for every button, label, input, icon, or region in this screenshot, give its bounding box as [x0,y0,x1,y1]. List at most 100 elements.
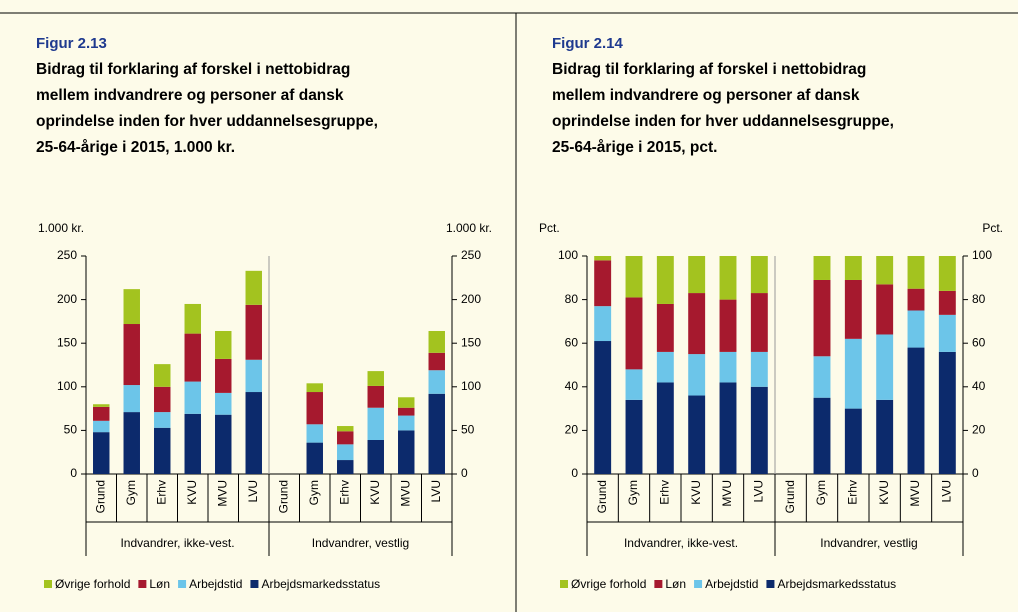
x-tick-label: Erhv [846,480,860,505]
x-tick-label: Grund [783,480,797,513]
x-tick-label: KVU [689,480,703,505]
bar-segment [123,324,140,386]
x-tick-label: KVU [877,480,891,505]
chart-title: 25-64-årige i 2015, pct. [552,139,717,156]
chart-title: mellem indvandrere og personer af dansk [552,87,860,104]
legend-swatch [44,580,52,588]
group-label: Indvandrer, ikke-vest. [624,536,738,550]
bar-segment [907,310,925,348]
bar-segment [367,407,384,440]
bar-segment [594,260,612,307]
bar-segment [938,256,956,291]
bar-segment [719,382,737,474]
bar-segment [876,256,894,285]
legend-swatch [654,580,663,588]
group-label: Indvandrer, vestlig [312,536,409,550]
y2-tick-label: 150 [461,335,481,349]
x-tick-label: KVU [368,480,382,505]
bar-segment [245,359,262,393]
legend-swatch [178,580,187,588]
bar-segment [398,415,415,431]
y2-tick-label: 100 [972,248,992,262]
x-tick-label: MVU [908,480,922,507]
chart-title: oprindelse inden for hver uddannelsesgru… [36,113,378,130]
x-tick-label: Erhv [658,480,672,505]
bar-segment [719,299,737,352]
bar-segment [625,256,643,298]
bar-segment [876,334,894,400]
bar-segment [938,290,956,315]
chart-title: Bidrag til forklaring af forskel i netto… [36,61,350,78]
bar-segment [93,420,110,433]
chart-title: mellem indvandrere og personer af dansk [36,87,344,104]
bar-segment [306,424,323,443]
y-tick-label: 200 [57,292,77,306]
x-tick-label: LVU [246,480,260,502]
bar-segment [337,460,354,474]
bar-segment [398,430,415,474]
legend-label: Øvrige forhold [571,577,646,591]
x-tick-label: Gym [307,480,321,505]
x-tick-label: MVU [720,480,734,507]
x-tick-label: Gym [814,480,828,505]
y-tick-label: 50 [64,423,78,437]
legend-label: Arbejdsmarkedsstatus [261,577,380,591]
figure-label: Figur 2.13 [36,35,107,52]
bar-segment [123,289,140,325]
x-tick-label: Erhv [337,480,351,505]
bar-segment [844,408,862,474]
y2-tick-label: 20 [972,423,986,437]
y-tick-label: 0 [571,466,578,480]
bar-segment [123,385,140,413]
y-tick-label: 100 [57,379,77,393]
bar-segment [907,347,925,474]
bar-segment [245,304,262,360]
bar-segment [656,351,674,383]
y2-tick-label: 250 [461,248,481,262]
bar-segment [398,407,415,416]
y-axis-label: Pct. [539,221,560,235]
bar-segment [428,393,445,474]
x-tick-label: KVU [185,480,199,505]
bar-segment [154,364,171,387]
y2-axis-label: 1.000 kr. [446,221,492,235]
bar-segment [367,439,384,474]
bar-segment [154,386,171,413]
bar-segment [844,256,862,280]
legend-swatch [560,580,568,588]
x-tick-label: LVU [752,480,766,502]
y-tick-label: 250 [57,248,77,262]
legend-swatch [694,580,703,588]
legend-label: Løn [149,577,170,591]
bar-segment [154,412,171,428]
x-tick-label: Gym [124,480,138,505]
y2-tick-label: 50 [461,423,475,437]
bar-segment [625,297,643,370]
chart-title: Bidrag til forklaring af forskel i netto… [552,61,866,78]
legend-swatch [766,580,775,588]
bar-segment [184,413,201,474]
bar-segment [306,383,323,393]
bar-segment [154,427,171,474]
bar-segment [337,444,354,461]
bar-segment [750,386,768,474]
bar-segment [656,382,674,474]
bar-segment [813,256,831,280]
x-tick-label: Grund [276,480,290,513]
y2-tick-label: 100 [461,379,481,393]
legend-label: Arbejdsmarkedsstatus [777,577,896,591]
bar-segment [750,293,768,352]
y2-tick-label: 40 [972,379,986,393]
bar-segment [719,256,737,300]
bar-segment [428,330,445,353]
bar-segment [245,270,262,305]
bar-segment [594,306,612,342]
bar-segment [184,381,201,414]
group-label: Indvandrer, vestlig [820,536,917,550]
bar-segment [184,303,201,334]
bar-segment [907,288,925,311]
bar-segment [813,279,831,357]
bar-segment [93,406,110,421]
y-tick-label: 100 [558,248,578,262]
bar-segment [656,303,674,352]
